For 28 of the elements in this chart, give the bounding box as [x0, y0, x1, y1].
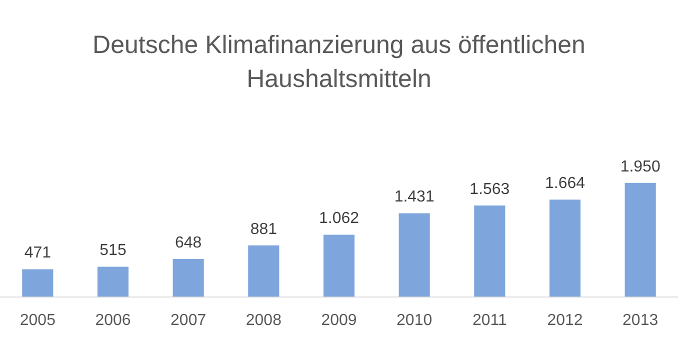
bar: [22, 269, 54, 297]
bar: [248, 245, 280, 297]
bar: [97, 266, 129, 297]
x-tick-label: 2011: [472, 312, 507, 329]
data-label: 1.563: [470, 180, 510, 198]
data-label: 1.062: [318, 210, 360, 228]
bar: [474, 206, 506, 297]
data-label: 515: [100, 242, 126, 260]
bar: [398, 213, 430, 297]
x-tick-label: 2005: [20, 312, 56, 329]
bar: [172, 258, 204, 297]
x-tick-label: 2008: [246, 312, 282, 329]
bar: [323, 234, 355, 297]
x-tick-label: 2010: [396, 312, 432, 329]
x-tick-label: 2012: [547, 312, 583, 329]
chart-title: Deutsche Klimafinanzierung aus öffentlichen Haushaltsmitteln: [92, 30, 586, 95]
data-label: 648: [174, 234, 202, 252]
data-label: 471: [24, 244, 52, 262]
x-tick-label: 2007: [170, 312, 206, 329]
data-label: 1.431: [394, 188, 434, 206]
data-label: 1.950: [620, 158, 660, 176]
data-label: 1.664: [544, 175, 586, 192]
x-tick-label: 2009: [321, 312, 357, 329]
bar: [549, 200, 581, 297]
x-tick-label: 2013: [622, 312, 658, 329]
bar: [624, 182, 656, 297]
data-label: 881: [250, 220, 278, 238]
x-tick-label: 2006: [95, 312, 131, 329]
